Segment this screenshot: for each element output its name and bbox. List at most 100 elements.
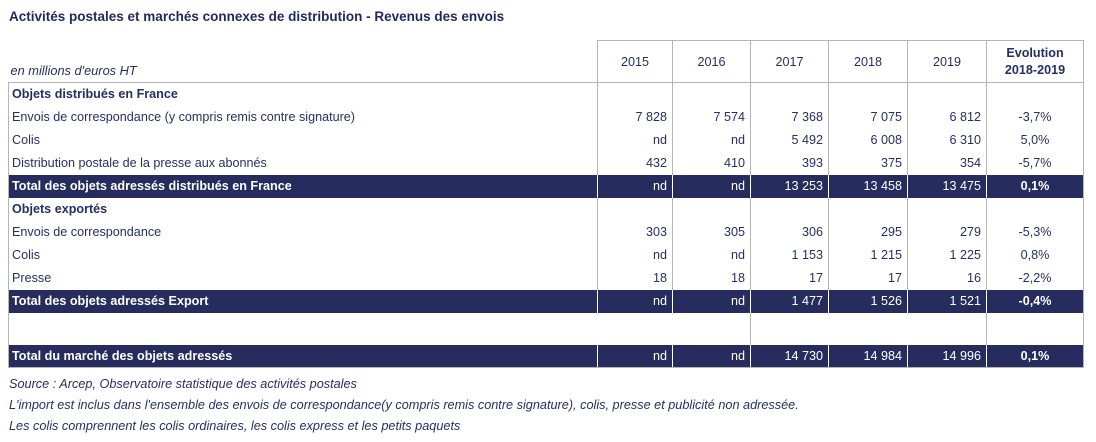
value-cell-2017: [750, 312, 829, 345]
row-label: Objets distribués en France: [8, 82, 598, 106]
header-row: en millions d'euros HT 2015 2016 2017 20…: [8, 40, 1084, 83]
column-header-2016: 2016: [672, 40, 751, 83]
value-cell-2018: 1 526: [828, 289, 908, 313]
value-cell-2015: 18: [597, 266, 673, 290]
row-label: Colis: [8, 243, 598, 267]
value-cell-2018: 17: [828, 266, 908, 290]
value-cell-2016: [672, 312, 751, 345]
value-cell-2015: nd: [597, 174, 673, 198]
value-cell-2016: [672, 197, 751, 221]
value-cell-2019: 13 475: [907, 174, 987, 198]
value-cell-2017: 1 153: [750, 243, 829, 267]
value-cell-2019: [907, 82, 987, 106]
value-cell-2017: 14 730: [750, 344, 829, 368]
value-cell-2015: [597, 197, 673, 221]
value-cell-2018: 7 075: [828, 105, 908, 129]
footnote-source: Source : Arcep, Observatoire statistique…: [9, 377, 357, 391]
data-row: Presse 18 18 17 17 16 -2,2%: [8, 266, 1084, 290]
row-label: Objets exportés: [8, 197, 598, 221]
value-cell-2016: 18: [672, 266, 751, 290]
value-cell-2017: 13 253: [750, 174, 829, 198]
evolution-cell: -5,3%: [986, 220, 1084, 244]
footnote-colis: Les colis comprennent les colis ordinair…: [9, 419, 461, 433]
value-cell-2017: 7 368: [750, 105, 829, 129]
total-row: Total des objets adressés distribués en …: [8, 174, 1084, 198]
value-cell-2016: nd: [672, 289, 751, 313]
evolution-cell: [986, 82, 1084, 106]
column-header-2017: 2017: [750, 40, 829, 83]
value-cell-2015: nd: [597, 289, 673, 313]
data-row: Envois de correspondance (y compris remi…: [8, 105, 1084, 129]
row-label: Envois de correspondance (y compris remi…: [8, 105, 598, 129]
column-header-evolution: Evolution 2018-2019: [986, 40, 1084, 83]
total-row: Total du marché des objets adressés nd nd 1…: [8, 344, 1084, 368]
value-cell-2017: 1 477: [750, 289, 829, 313]
value-cell-2015: [597, 312, 673, 345]
value-cell-2019: 6 812: [907, 105, 987, 129]
evolution-cell: 0,8%: [986, 243, 1084, 267]
value-cell-2019: 16: [907, 266, 987, 290]
footnotes: Source : Arcep, Observatoire statistique…: [9, 374, 799, 437]
column-header-2015: 2015: [597, 40, 673, 83]
value-cell-2019: 6 310: [907, 128, 987, 152]
row-label: Colis: [8, 128, 598, 152]
value-cell-2015: 7 828: [597, 105, 673, 129]
row-label: Distribution postale de la presse aux ab…: [8, 151, 598, 175]
value-cell-2016: nd: [672, 174, 751, 198]
data-row: Colis nd nd 1 153 1 215 1 225 0,8%: [8, 243, 1084, 267]
evolution-header-line1: Evolution: [1006, 45, 1064, 60]
value-cell-2019: 1 225: [907, 243, 987, 267]
value-cell-2015: nd: [597, 243, 673, 267]
value-cell-2018: 13 458: [828, 174, 908, 198]
row-label: Total des objets adressés distribués en …: [8, 174, 598, 198]
row-label: Envois de correspondance: [8, 220, 598, 244]
value-cell-2016: nd: [672, 128, 751, 152]
value-cell-2019: 1 521: [907, 289, 987, 313]
value-cell-2017: 306: [750, 220, 829, 244]
evolution-cell: 0,1%: [986, 344, 1084, 368]
value-cell-2016: nd: [672, 344, 751, 368]
column-header-2018: 2018: [828, 40, 908, 83]
value-cell-2018: [828, 312, 908, 345]
value-cell-2015: 432: [597, 151, 673, 175]
data-row: Envois de correspondance 303 305 306 295 279-…: [8, 220, 1084, 244]
value-cell-2015: nd: [597, 344, 673, 368]
value-cell-2017: [750, 82, 829, 106]
value-cell-2019: 14 996: [907, 344, 987, 368]
value-cell-2016: 7 574: [672, 105, 751, 129]
section-header-row: Objets distribués en France: [8, 82, 1084, 106]
value-cell-2017: [750, 197, 829, 221]
value-cell-2019: 279: [907, 220, 987, 244]
value-cell-2019: [907, 312, 987, 345]
value-cell-2018: [828, 82, 908, 106]
evolution-cell: -5,7%: [986, 151, 1084, 175]
value-cell-2016: 410: [672, 151, 751, 175]
page-title: Activités postales et marchés connexes d…: [9, 9, 505, 24]
value-cell-2017: 5 492: [750, 128, 829, 152]
row-label: Total des objets adressés Export: [8, 289, 598, 313]
value-cell-2019: 354: [907, 151, 987, 175]
value-cell-2017: 17: [750, 266, 829, 290]
section-header-row: Objets exportés: [8, 197, 1084, 221]
total-row: Total des objets adressés Export nd nd 1 47…: [8, 289, 1084, 313]
value-cell-2016: [672, 82, 751, 106]
value-cell-2015: 303: [597, 220, 673, 244]
evolution-cell: [986, 312, 1084, 345]
evolution-cell: -0,4%: [986, 289, 1084, 313]
row-label: Total du marché des objets adressés: [8, 344, 598, 368]
evolution-header-line2: 2018-2019: [1004, 62, 1066, 77]
table-header: en millions d'euros HT 2015 2016 2017 20…: [8, 40, 1084, 83]
evolution-cell: [986, 197, 1084, 221]
unit-label: en millions d'euros HT: [8, 40, 598, 83]
value-cell-2018: [828, 197, 908, 221]
postal-revenue-table: en millions d'euros HT 2015 2016 2017 20…: [8, 40, 1084, 368]
column-header-2019: 2019: [907, 40, 987, 83]
value-cell-2018: 375: [828, 151, 908, 175]
data-row: Distribution postale de la presse aux ab…: [8, 151, 1084, 175]
spacer-row: [8, 312, 1084, 345]
value-cell-2018: 295: [828, 220, 908, 244]
value-cell-2016: nd: [672, 243, 751, 267]
value-cell-2019: [907, 197, 987, 221]
row-label: [8, 312, 598, 345]
value-cell-2015: [597, 82, 673, 106]
